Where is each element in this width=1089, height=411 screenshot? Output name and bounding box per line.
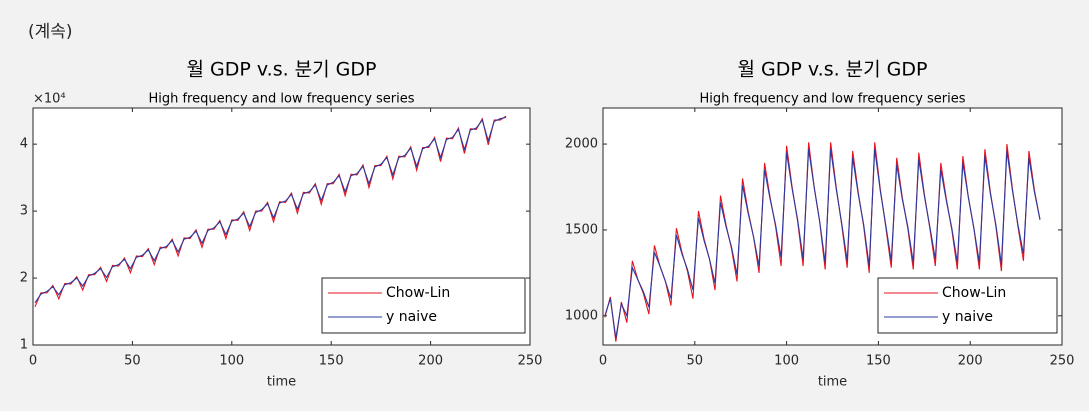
x-tick-label: 150 [319, 354, 344, 369]
series-line [604, 149, 1041, 339]
x-tick-label: 200 [958, 354, 983, 369]
chart-title: 월 GDP v.s. 분기 GDP [738, 59, 928, 81]
x-tick-label: 0 [599, 354, 607, 369]
legend-label: y naive [386, 309, 437, 325]
legend-box [877, 277, 1058, 334]
chart-title: 월 GDP v.s. 분기 GDP [187, 59, 377, 81]
chart-subtitle: High frequency and low frequency series [699, 92, 965, 107]
legend-label: Chow-Lin [942, 285, 1006, 301]
x-tick-label: 200 [418, 354, 443, 369]
legend-label: y naive [942, 309, 993, 325]
x-tick-label: 250 [1050, 354, 1075, 369]
y-tick-label: 1000 [565, 308, 598, 323]
series-line [34, 116, 507, 304]
legend-box [321, 277, 526, 334]
chart-subtitle: High frequency and low frequency series [148, 92, 414, 107]
legend-label: Chow-Lin [386, 285, 450, 301]
x-tick-label: 50 [687, 354, 704, 369]
y-tick-label: 2 [20, 271, 28, 286]
y-tick-label: 1 [20, 338, 28, 353]
x-tick-label: 50 [124, 354, 141, 369]
x-tick-label: 150 [866, 354, 891, 369]
x-tick-label: 250 [518, 354, 543, 369]
y-tick-label: 3 [20, 204, 28, 219]
y-tick-label: 2000 [565, 137, 598, 152]
x-axis-label: time [818, 375, 847, 390]
y-offset-text: ×10⁴ [33, 92, 66, 107]
x-axis-label: time [267, 375, 296, 390]
x-tick-label: 0 [29, 354, 37, 369]
y-tick-label: 4 [20, 137, 28, 152]
axes-box [602, 107, 1063, 346]
y-tick-label: 1500 [565, 222, 598, 237]
continued-label: (계속) [28, 22, 73, 42]
x-tick-label: 100 [219, 354, 244, 369]
x-tick-label: 100 [774, 354, 799, 369]
axes-box [32, 107, 531, 346]
